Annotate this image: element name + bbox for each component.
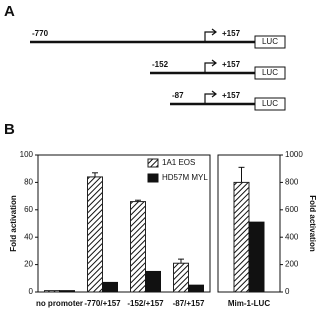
panel-label: B bbox=[4, 121, 15, 138]
y-tick-label: 20 bbox=[24, 260, 33, 269]
x-tick-label: no promoter bbox=[36, 299, 83, 308]
panel-label: A bbox=[4, 3, 15, 20]
x-tick-label: -770/+157 bbox=[84, 299, 121, 308]
bar bbox=[233, 181, 250, 293]
end-label: +157 bbox=[222, 60, 241, 69]
x-tick-label: -152/+157 bbox=[127, 299, 164, 308]
y-axis-label: Fold activation bbox=[308, 195, 317, 252]
reporter-label: LUC bbox=[262, 99, 278, 108]
x-tick-label: -87/+157 bbox=[173, 299, 205, 308]
legend-swatch bbox=[147, 158, 159, 168]
y-tick-label: 600 bbox=[285, 205, 299, 214]
reporter-box bbox=[254, 35, 286, 49]
bar bbox=[145, 270, 161, 293]
bar bbox=[173, 262, 189, 293]
tss-arrow bbox=[204, 28, 217, 42]
y-tick-label: 0 bbox=[29, 287, 34, 296]
y-tick-label: 40 bbox=[24, 232, 33, 241]
y-tick-label: 80 bbox=[24, 178, 33, 187]
end-label: +157 bbox=[222, 91, 241, 100]
end-label: +157 bbox=[222, 29, 241, 38]
plot-frame bbox=[37, 154, 211, 293]
reporter-label: LUC bbox=[262, 37, 278, 46]
bar bbox=[87, 176, 103, 293]
bar bbox=[248, 221, 265, 293]
bar bbox=[188, 284, 204, 293]
y-tick-label: 800 bbox=[285, 178, 299, 187]
y-tick-label: 200 bbox=[285, 260, 299, 269]
legend-swatch bbox=[147, 173, 159, 183]
tss-arrow bbox=[204, 90, 217, 104]
bar bbox=[59, 290, 75, 293]
bar bbox=[102, 281, 118, 293]
reporter-label: LUC bbox=[262, 68, 278, 77]
tss-arrow bbox=[204, 59, 217, 73]
x-tick-label: Mim-1-LUC bbox=[228, 299, 270, 308]
y-axis-label: Fold activation bbox=[9, 195, 18, 252]
y-tick-label: 0 bbox=[285, 287, 290, 296]
legend-label: HD57M MYL bbox=[162, 173, 208, 182]
start-label: -770 bbox=[32, 29, 49, 38]
y-tick-label: 60 bbox=[24, 205, 33, 214]
start-label: -87 bbox=[172, 91, 184, 100]
y-tick-label: 400 bbox=[285, 232, 299, 241]
reporter-box bbox=[254, 66, 286, 80]
bar bbox=[130, 201, 146, 293]
y-tick-label: 1000 bbox=[285, 150, 303, 159]
reporter-box bbox=[254, 97, 286, 111]
start-label: -152 bbox=[152, 60, 169, 69]
legend-label: 1A1 EOS bbox=[162, 158, 195, 167]
y-tick-label: 100 bbox=[20, 150, 34, 159]
bar bbox=[44, 290, 60, 293]
